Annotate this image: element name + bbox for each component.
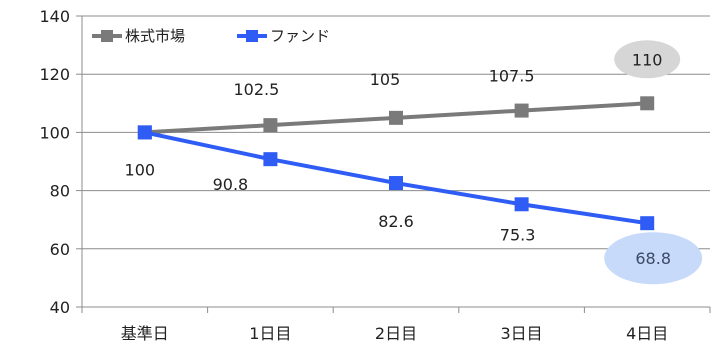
- highlight-ellipse-market: [614, 40, 681, 79]
- data-label-market: 102.5: [233, 80, 279, 99]
- gridlines: [82, 15, 710, 308]
- y-tick-label: 40: [50, 298, 70, 317]
- data-label-fund: 100: [125, 160, 156, 179]
- axes: 40 60 80 100 120 140 基準日 1日目 2日目 3日目 4日目: [39, 7, 711, 343]
- x-tick-label: 3日目: [501, 324, 543, 343]
- data-labels: 102.5 105 107.5 110 100 90.8 82.6 75.3 68.8: [125, 50, 671, 268]
- data-point-market: [514, 103, 529, 118]
- data-point-fund: [389, 176, 403, 191]
- y-tick-label: 120: [39, 65, 70, 84]
- data-label-market: 107.5: [489, 67, 535, 86]
- data-label-fund: 75.3: [500, 225, 536, 244]
- data-point-fund: [263, 152, 278, 167]
- x-tick-label: 2日目: [375, 324, 417, 343]
- highlight-ellipse-fund: [604, 232, 703, 285]
- legend-label-market: 株式市場: [125, 27, 185, 45]
- data-point-market: [389, 110, 403, 125]
- y-tick-label: 80: [50, 182, 70, 201]
- series-lines: [137, 96, 655, 231]
- x-tick-label: 1日目: [249, 324, 291, 343]
- x-tick-label: 4日目: [626, 324, 668, 343]
- legend-marker: [246, 30, 258, 42]
- legend-label-fund: ファンド: [270, 27, 330, 45]
- data-label-market: 110: [632, 50, 663, 69]
- data-label-fund: 82.6: [378, 212, 414, 231]
- y-tick-label: 140: [39, 7, 70, 26]
- data-label-fund: 68.8: [635, 249, 671, 268]
- y-tick-label: 100: [39, 123, 70, 142]
- legend-marker: [101, 30, 113, 42]
- data-point-fund: [640, 216, 655, 231]
- highlight-ellipses: [604, 40, 703, 285]
- data-point-market: [640, 96, 655, 111]
- data-point-market: [263, 118, 278, 133]
- data-point-fund: [514, 197, 529, 212]
- data-label-fund: 90.8: [213, 175, 249, 194]
- y-tick-label: 60: [50, 240, 70, 259]
- data-point-fund: [137, 125, 152, 140]
- legend: 株式市場 ファンド: [92, 27, 330, 45]
- data-label-market: 105: [370, 70, 401, 89]
- x-tick-label: 基準日: [121, 324, 169, 343]
